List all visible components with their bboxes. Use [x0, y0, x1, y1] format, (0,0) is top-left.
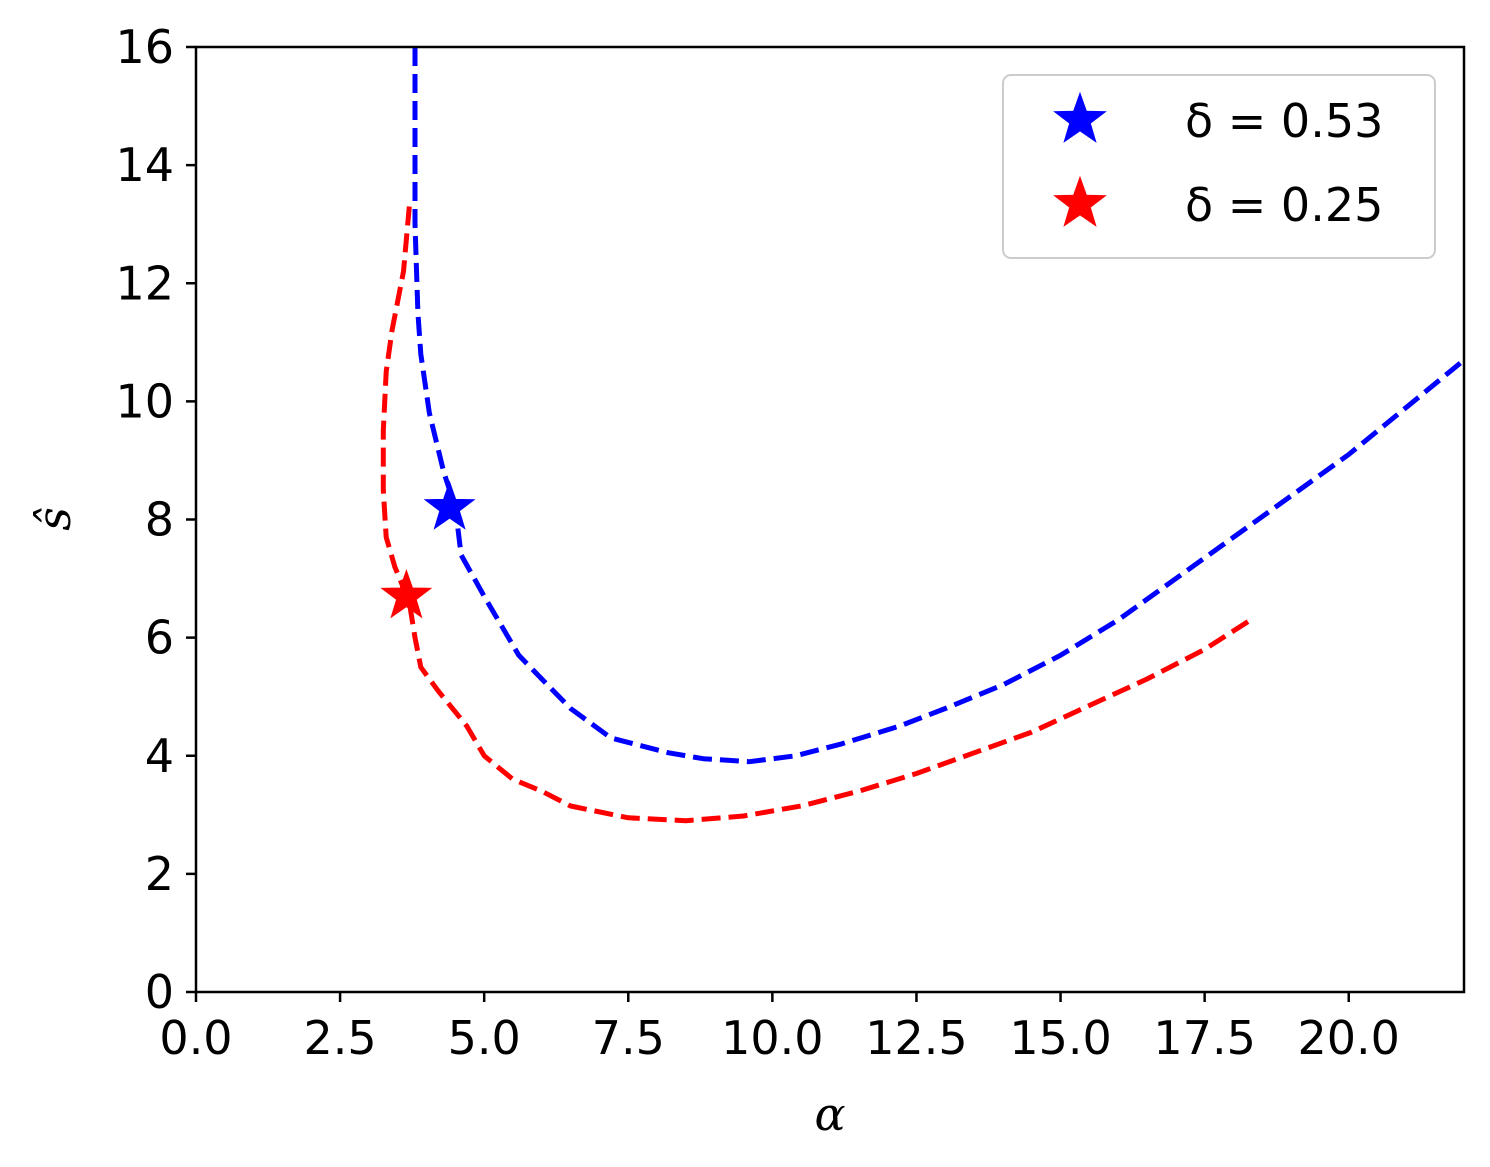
legend-star-icon: [1053, 175, 1107, 227]
x-tick-label: 15.0: [1009, 1011, 1111, 1065]
y-tick-label: 16: [115, 20, 174, 74]
y-tick-label: 2: [145, 847, 174, 901]
legend: δ = 0.53 δ = 0.25: [1002, 74, 1436, 259]
x-axis-label: α: [814, 1087, 845, 1141]
y-tick-label: 0: [145, 965, 174, 1019]
x-tick-label: 7.5: [592, 1011, 665, 1065]
series-line-1: [380, 206, 1253, 824]
x-tick-label: 12.5: [865, 1011, 967, 1065]
y-tick-label: 6: [145, 611, 174, 665]
legend-frame: [1002, 74, 1436, 259]
x-tick-label: 2.5: [304, 1011, 377, 1065]
series-line-0: [412, 47, 1464, 765]
x-tick-label: 10.0: [721, 1011, 823, 1065]
series-star-marker-0: [423, 480, 476, 530]
legend-label: δ = 0.53: [1185, 94, 1383, 148]
y-tick-label: 8: [145, 493, 174, 547]
y-tick-label: 10: [115, 374, 174, 428]
x-tick-label: 20.0: [1298, 1011, 1400, 1065]
legend-star-icon: [1053, 91, 1107, 143]
x-tick-label: 5.0: [448, 1011, 521, 1065]
y-tick-label: 12: [115, 256, 174, 310]
x-axis-ticks: 0.0 2.5 5.0 7.5 10.0 12.5 15.0 17.5 20.0: [159, 992, 1400, 1065]
y-axis-label: ŝ: [27, 507, 81, 531]
x-tick-label: 17.5: [1153, 1011, 1255, 1065]
series-star-marker-1: [380, 569, 433, 619]
legend-entries: δ = 0.53 δ = 0.25: [1053, 91, 1383, 232]
y-axis-ticks: 0 2 4 6 8 10 12 14 16: [115, 20, 196, 1019]
series-layer: [380, 47, 1464, 824]
legend-label: δ = 0.25: [1185, 178, 1383, 232]
x-tick-label: 0.0: [159, 1011, 232, 1065]
y-tick-label: 14: [115, 138, 174, 192]
y-tick-label: 4: [145, 729, 174, 783]
